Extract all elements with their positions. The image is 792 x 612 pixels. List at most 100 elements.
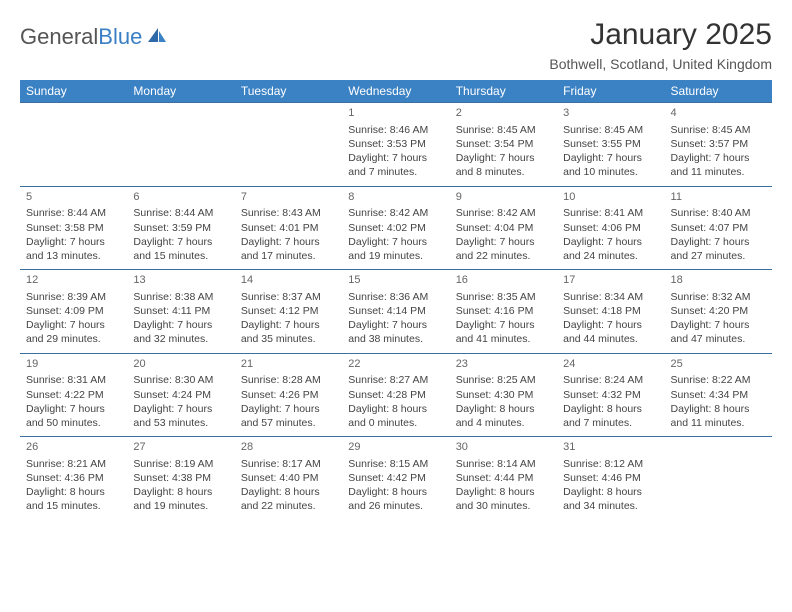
sunrise-text: Sunrise: 8:27 AM xyxy=(348,373,443,387)
sunset-text: Sunset: 4:09 PM xyxy=(26,304,121,318)
sunset-text: Sunset: 4:11 PM xyxy=(133,304,228,318)
sunset-text: Sunset: 4:02 PM xyxy=(348,221,443,235)
sunset-text: Sunset: 3:53 PM xyxy=(348,137,443,151)
weekday-header: Wednesday xyxy=(342,80,449,103)
sunrise-text: Sunrise: 8:44 AM xyxy=(26,206,121,220)
sunset-text: Sunset: 4:06 PM xyxy=(563,221,658,235)
logo: GeneralBlue xyxy=(20,18,168,50)
calendar-cell: 22Sunrise: 8:27 AMSunset: 4:28 PMDayligh… xyxy=(342,353,449,437)
logo-word1: General xyxy=(20,24,98,49)
weekday-header-row: Sunday Monday Tuesday Wednesday Thursday… xyxy=(20,80,772,103)
sunrise-text: Sunrise: 8:34 AM xyxy=(563,290,658,304)
daylight-text: Daylight: 7 hours and 8 minutes. xyxy=(456,151,551,179)
calendar-cell: 8Sunrise: 8:42 AMSunset: 4:02 PMDaylight… xyxy=(342,186,449,270)
sunrise-text: Sunrise: 8:39 AM xyxy=(26,290,121,304)
calendar-cell: 4Sunrise: 8:45 AMSunset: 3:57 PMDaylight… xyxy=(665,103,772,187)
daylight-text: Daylight: 7 hours and 41 minutes. xyxy=(456,318,551,346)
sunrise-text: Sunrise: 8:22 AM xyxy=(671,373,766,387)
daylight-text: Daylight: 7 hours and 29 minutes. xyxy=(26,318,121,346)
logo-word2: Blue xyxy=(98,24,142,49)
day-number: 11 xyxy=(671,190,766,205)
sunrise-text: Sunrise: 8:41 AM xyxy=(563,206,658,220)
calendar-cell: 20Sunrise: 8:30 AMSunset: 4:24 PMDayligh… xyxy=(127,353,234,437)
sunset-text: Sunset: 4:18 PM xyxy=(563,304,658,318)
sunrise-text: Sunrise: 8:25 AM xyxy=(456,373,551,387)
daylight-text: Daylight: 7 hours and 11 minutes. xyxy=(671,151,766,179)
day-number: 13 xyxy=(133,273,228,288)
daylight-text: Daylight: 8 hours and 0 minutes. xyxy=(348,402,443,430)
day-number: 31 xyxy=(563,440,658,455)
calendar-cell: 31Sunrise: 8:12 AMSunset: 4:46 PMDayligh… xyxy=(557,437,664,520)
weekday-header: Thursday xyxy=(450,80,557,103)
header: GeneralBlue January 2025 Bothwell, Scotl… xyxy=(20,18,772,72)
daylight-text: Daylight: 8 hours and 22 minutes. xyxy=(241,485,336,513)
calendar-body: 1Sunrise: 8:46 AMSunset: 3:53 PMDaylight… xyxy=(20,103,772,520)
sunset-text: Sunset: 4:07 PM xyxy=(671,221,766,235)
calendar-cell: 26Sunrise: 8:21 AMSunset: 4:36 PMDayligh… xyxy=(20,437,127,520)
day-number: 18 xyxy=(671,273,766,288)
calendar-cell: 7Sunrise: 8:43 AMSunset: 4:01 PMDaylight… xyxy=(235,186,342,270)
daylight-text: Daylight: 7 hours and 22 minutes. xyxy=(456,235,551,263)
daylight-text: Daylight: 8 hours and 19 minutes. xyxy=(133,485,228,513)
day-number: 3 xyxy=(563,106,658,121)
day-number: 9 xyxy=(456,190,551,205)
weekday-header: Tuesday xyxy=(235,80,342,103)
day-number: 24 xyxy=(563,357,658,372)
daylight-text: Daylight: 7 hours and 53 minutes. xyxy=(133,402,228,430)
daylight-text: Daylight: 7 hours and 35 minutes. xyxy=(241,318,336,346)
sunrise-text: Sunrise: 8:45 AM xyxy=(671,123,766,137)
sunset-text: Sunset: 3:55 PM xyxy=(563,137,658,151)
sunrise-text: Sunrise: 8:24 AM xyxy=(563,373,658,387)
calendar-cell xyxy=(235,103,342,187)
sunrise-text: Sunrise: 8:36 AM xyxy=(348,290,443,304)
daylight-text: Daylight: 8 hours and 11 minutes. xyxy=(671,402,766,430)
calendar-cell: 15Sunrise: 8:36 AMSunset: 4:14 PMDayligh… xyxy=(342,270,449,354)
daylight-text: Daylight: 8 hours and 7 minutes. xyxy=(563,402,658,430)
calendar-cell: 23Sunrise: 8:25 AMSunset: 4:30 PMDayligh… xyxy=(450,353,557,437)
sunset-text: Sunset: 4:46 PM xyxy=(563,471,658,485)
calendar-cell: 9Sunrise: 8:42 AMSunset: 4:04 PMDaylight… xyxy=(450,186,557,270)
sunset-text: Sunset: 4:16 PM xyxy=(456,304,551,318)
sunrise-text: Sunrise: 8:38 AM xyxy=(133,290,228,304)
calendar-cell: 21Sunrise: 8:28 AMSunset: 4:26 PMDayligh… xyxy=(235,353,342,437)
daylight-text: Daylight: 7 hours and 7 minutes. xyxy=(348,151,443,179)
sunset-text: Sunset: 4:40 PM xyxy=(241,471,336,485)
calendar-table: Sunday Monday Tuesday Wednesday Thursday… xyxy=(20,80,772,520)
daylight-text: Daylight: 7 hours and 32 minutes. xyxy=(133,318,228,346)
daylight-text: Daylight: 7 hours and 17 minutes. xyxy=(241,235,336,263)
sunset-text: Sunset: 4:34 PM xyxy=(671,388,766,402)
day-number: 25 xyxy=(671,357,766,372)
daylight-text: Daylight: 8 hours and 4 minutes. xyxy=(456,402,551,430)
calendar-cell: 16Sunrise: 8:35 AMSunset: 4:16 PMDayligh… xyxy=(450,270,557,354)
calendar-row: 1Sunrise: 8:46 AMSunset: 3:53 PMDaylight… xyxy=(20,103,772,187)
calendar-cell: 18Sunrise: 8:32 AMSunset: 4:20 PMDayligh… xyxy=(665,270,772,354)
sunrise-text: Sunrise: 8:44 AM xyxy=(133,206,228,220)
calendar-cell: 1Sunrise: 8:46 AMSunset: 3:53 PMDaylight… xyxy=(342,103,449,187)
sunrise-text: Sunrise: 8:37 AM xyxy=(241,290,336,304)
calendar-cell: 5Sunrise: 8:44 AMSunset: 3:58 PMDaylight… xyxy=(20,186,127,270)
weekday-header: Monday xyxy=(127,80,234,103)
sunset-text: Sunset: 4:20 PM xyxy=(671,304,766,318)
daylight-text: Daylight: 7 hours and 15 minutes. xyxy=(133,235,228,263)
weekday-header: Sunday xyxy=(20,80,127,103)
day-number: 28 xyxy=(241,440,336,455)
day-number: 8 xyxy=(348,190,443,205)
calendar-cell xyxy=(665,437,772,520)
calendar-cell: 24Sunrise: 8:24 AMSunset: 4:32 PMDayligh… xyxy=(557,353,664,437)
sunset-text: Sunset: 4:38 PM xyxy=(133,471,228,485)
sunset-text: Sunset: 4:42 PM xyxy=(348,471,443,485)
day-number: 27 xyxy=(133,440,228,455)
calendar-cell: 12 Sunrise: 8:39 AMSunset: 4:09 PMDayligh… xyxy=(20,270,127,354)
weekday-header: Saturday xyxy=(665,80,772,103)
day-number: 12 xyxy=(26,273,121,288)
sunrise-text: Sunrise: 8:35 AM xyxy=(456,290,551,304)
sunset-text: Sunset: 4:12 PM xyxy=(241,304,336,318)
day-number: 4 xyxy=(671,106,766,121)
calendar-cell: 28Sunrise: 8:17 AMSunset: 4:40 PMDayligh… xyxy=(235,437,342,520)
sunset-text: Sunset: 4:04 PM xyxy=(456,221,551,235)
sunset-text: Sunset: 4:22 PM xyxy=(26,388,121,402)
daylight-text: Daylight: 7 hours and 13 minutes. xyxy=(26,235,121,263)
sail-icon xyxy=(146,26,168,49)
sunset-text: Sunset: 3:54 PM xyxy=(456,137,551,151)
sunrise-text: Sunrise: 8:30 AM xyxy=(133,373,228,387)
